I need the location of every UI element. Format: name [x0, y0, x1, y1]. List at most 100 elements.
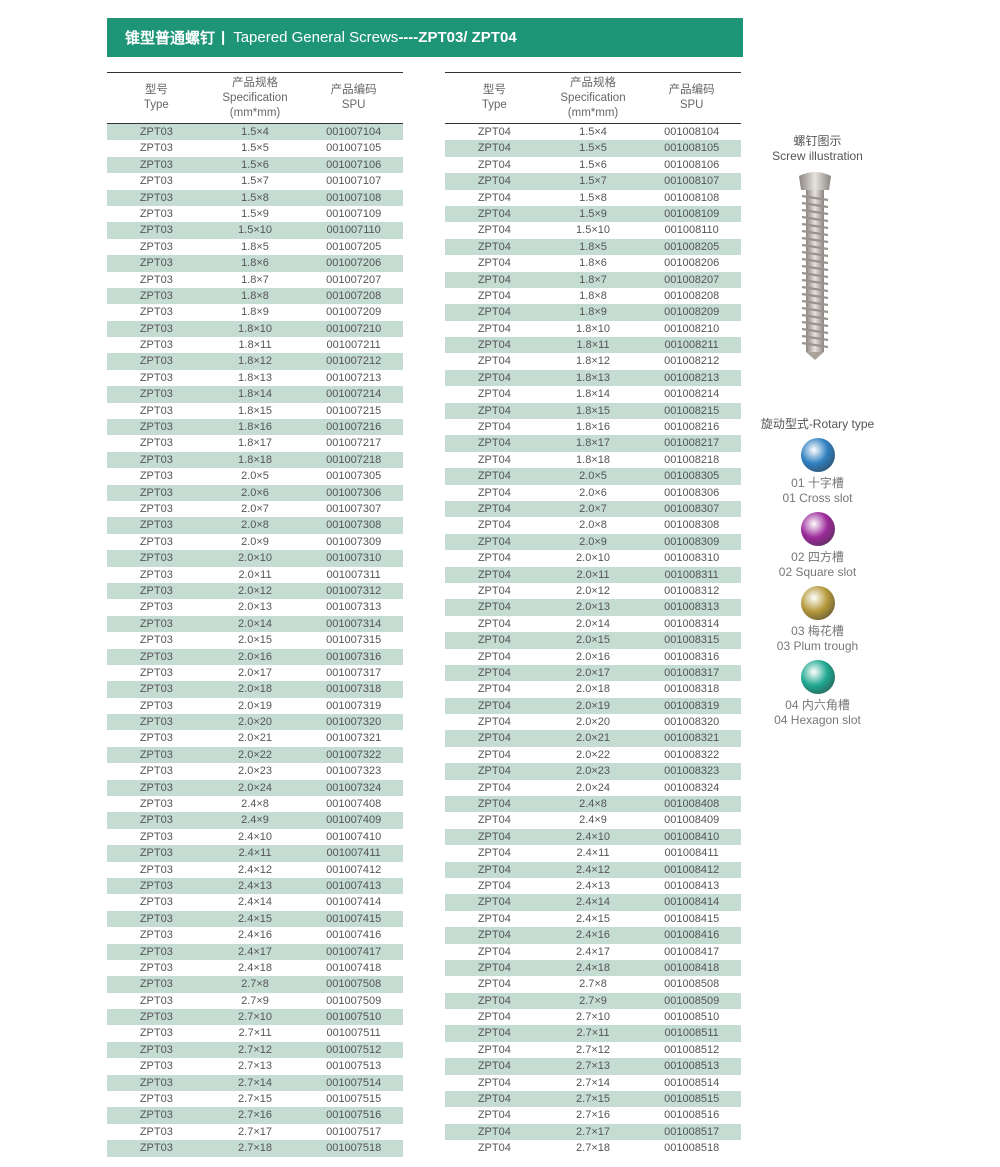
- cell-spu: 001007510: [326, 1011, 382, 1024]
- cell-spec: 2.7×16: [576, 1109, 610, 1122]
- cell-type: ZPT03: [139, 1027, 173, 1040]
- cell-spec: 2.7×15: [238, 1093, 272, 1106]
- cell-spu: 001008216: [664, 421, 720, 434]
- cell-type: ZPT04: [477, 830, 511, 843]
- title-cn: 锥型普通螺钉: [125, 30, 216, 47]
- cell-spec: 2.4×8: [241, 798, 269, 811]
- rotary-type-item: 01 十字槽 01 Cross slot: [750, 438, 885, 506]
- table-row: ZPT03 1.8×14 001007214: [107, 386, 403, 403]
- cell-type: ZPT04: [477, 1060, 511, 1073]
- cell-spec: 2.0×10: [576, 552, 610, 565]
- cell-spec: 2.0×20: [576, 716, 610, 729]
- rotary-type-en: 01 Cross slot: [782, 491, 853, 505]
- cell-spu: 001008410: [664, 830, 720, 843]
- cell-spu: 001008515: [664, 1093, 720, 1106]
- table-row: ZPT03 2.4×17 001007417: [107, 943, 403, 960]
- cell-type: ZPT04: [477, 207, 511, 220]
- cell-spu: 001007411: [326, 847, 381, 860]
- cell-type: ZPT03: [139, 126, 173, 138]
- table-row: ZPT04 1.8×9 001008209: [445, 304, 741, 321]
- cell-type: ZPT03: [139, 1043, 173, 1056]
- cell-spu: 001008323: [664, 765, 720, 778]
- cell-spec: 2.4×11: [238, 847, 272, 860]
- rotary-section: 旋动型式-Rotary type 01 十字槽 01 Cross slot 02 四…: [750, 417, 885, 728]
- table-row: ZPT03 2.7×8 001007508: [107, 976, 403, 993]
- cell-spu: 001008208: [664, 289, 720, 302]
- cell-type: ZPT04: [477, 355, 511, 368]
- cell-spu: 001008313: [664, 601, 720, 614]
- right-table: 型号 Type 产品规格 Specification (mm*mm) 产品编码 SPU ZPT…: [445, 72, 741, 1157]
- rotary-title: 旋动型式-Rotary type: [760, 417, 875, 431]
- cell-type: ZPT04: [477, 519, 511, 532]
- cell-spu: 001007314: [326, 617, 382, 630]
- cell-spu: 001008411: [664, 847, 719, 860]
- cell-spu: 001008211: [664, 339, 719, 352]
- cell-spu: 001008418: [664, 961, 720, 974]
- cell-type: ZPT04: [477, 306, 511, 319]
- cell-type: ZPT03: [139, 879, 173, 892]
- cell-spu: 001008408: [664, 798, 720, 811]
- cell-spu: 001007306: [326, 486, 382, 499]
- cell-spu: 001008306: [664, 486, 720, 499]
- cell-spu: 001008218: [664, 453, 720, 466]
- table-row: ZPT04 1.8×10 001008210: [445, 321, 741, 337]
- cell-spu: 001007217: [326, 437, 382, 450]
- cell-spec: 2.0×11: [238, 568, 272, 581]
- table-row: ZPT03 2.0×20 001007320: [107, 714, 403, 731]
- cell-spec: 1.8×11: [576, 339, 610, 352]
- cell-spu: 001007514: [326, 1076, 382, 1089]
- cell-spu: 001008321: [664, 732, 720, 745]
- table-row: ZPT04 2.0×7 001008307: [445, 500, 741, 518]
- cell-spu: 001008514: [664, 1076, 720, 1089]
- cell-spu: 001007210: [326, 322, 382, 335]
- cell-spec: 2.4×10: [576, 830, 610, 843]
- cell-spu: 001007321: [326, 732, 382, 745]
- table-row: ZPT03 2.7×12 001007512: [107, 1041, 403, 1059]
- cell-spu: 001007416: [326, 929, 382, 942]
- table-row: ZPT04 2.4×10 001008410: [445, 828, 741, 846]
- table-row: ZPT03 2.7×15 001007515: [107, 1091, 403, 1107]
- cell-type: ZPT04: [477, 945, 511, 958]
- cell-spu: 001007517: [326, 1125, 382, 1138]
- cell-spec: 2.7×9: [579, 994, 607, 1007]
- table-row: ZPT04 2.0×11 001008311: [445, 566, 741, 583]
- cell-type: ZPT04: [477, 896, 511, 909]
- cell-type: ZPT03: [139, 781, 173, 794]
- table-row: ZPT03 2.4×11 001007411: [107, 845, 403, 862]
- cell-spec: 2.4×11: [576, 847, 610, 860]
- cell-spu: 001008207: [664, 273, 720, 286]
- table-row: ZPT04 2.7×11 001008511: [445, 1025, 741, 1042]
- table-row: ZPT04 2.7×16 001008516: [445, 1107, 741, 1123]
- cell-type: ZPT03: [139, 699, 173, 712]
- table-row: ZPT03 2.0×21 001007321: [107, 730, 403, 746]
- cell-spec: 1.8×17: [238, 437, 272, 450]
- table-row: ZPT03 1.5×9 001007109: [107, 206, 403, 222]
- table-row: ZPT04 2.4×11 001008411: [445, 845, 741, 861]
- cell-type: ZPT04: [477, 978, 511, 991]
- cell-type: ZPT04: [477, 650, 511, 663]
- table-row: ZPT03 2.4×16 001007416: [107, 927, 403, 943]
- cell-spu: 001007106: [326, 158, 382, 171]
- cell-type: ZPT04: [477, 470, 511, 483]
- cell-type: ZPT04: [477, 224, 511, 237]
- cell-type: ZPT04: [477, 617, 511, 630]
- cell-type: ZPT04: [477, 421, 511, 434]
- cell-spu: 001008210: [664, 322, 720, 335]
- cell-type: ZPT04: [477, 666, 511, 679]
- cell-spu: 001008311: [664, 568, 719, 581]
- cell-spec: 1.8×7: [241, 273, 269, 286]
- table-row: ZPT04 1.5×5 001008105: [445, 140, 741, 157]
- col-spu-en: SPU: [679, 99, 704, 111]
- cell-spec: 1.5×6: [579, 158, 607, 171]
- cell-spec: 1.5×8: [579, 191, 607, 204]
- table-row: ZPT03 2.0×13 001007313: [107, 599, 403, 615]
- cell-spu: 001008516: [664, 1109, 720, 1122]
- cell-spec: 1.5×7: [579, 175, 607, 188]
- cell-spec: 2.0×24: [238, 781, 272, 794]
- cell-type: ZPT04: [477, 126, 511, 138]
- cell-spu: 001008315: [664, 634, 720, 647]
- cell-type: ZPT04: [477, 912, 511, 925]
- table-row: ZPT04 1.8×8 001008208: [445, 288, 741, 304]
- cell-spu: 001007410: [326, 830, 382, 843]
- cell-spec: 1.5×7: [241, 175, 269, 188]
